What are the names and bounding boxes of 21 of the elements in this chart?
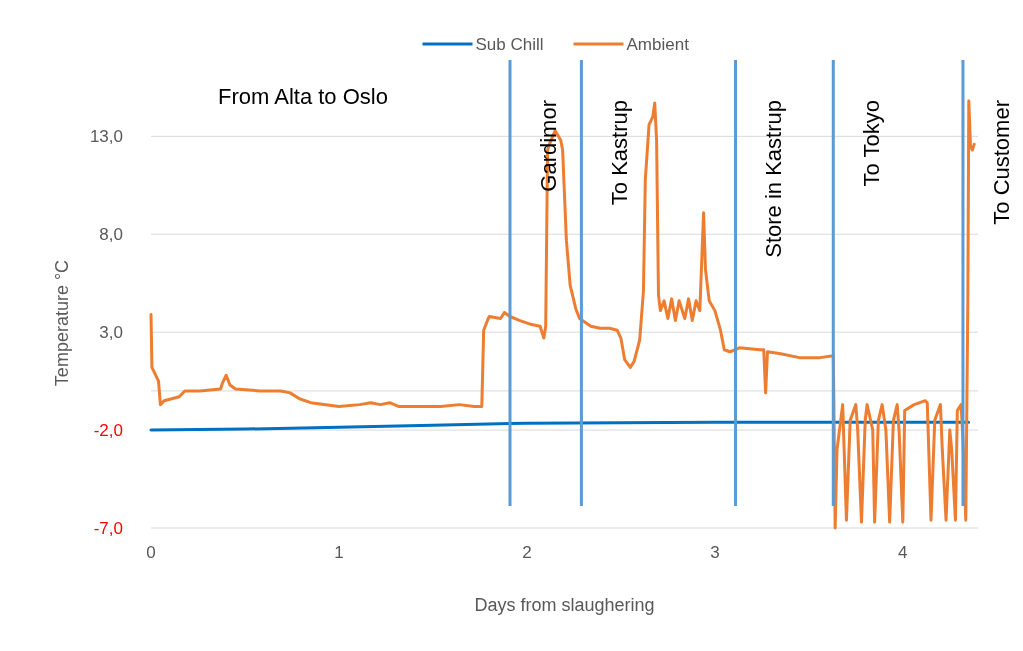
annotation: From Alta to Oslo [218, 84, 388, 109]
y-tick-label: 8,0 [99, 225, 123, 245]
y-tick-label: -2,0 [93, 421, 123, 441]
y-tick-label: 3,0 [99, 323, 123, 343]
x-tick-label: 4 [898, 543, 908, 562]
annotation: Store in Kastrup [761, 100, 787, 258]
x-tick-label: 1 [334, 543, 344, 562]
x-tick-label: 3 [710, 543, 720, 562]
annotation: Gardimor [535, 100, 561, 192]
legend-label: Ambient [626, 34, 690, 54]
annotation: To Kastrup [607, 100, 633, 206]
y-tick-label: -7,0 [93, 518, 123, 538]
x-tick-label: 2 [522, 543, 532, 562]
y-axis-title: Temperature °C [52, 259, 72, 387]
legend-label: Sub Chill [475, 34, 544, 54]
line-series [149, 420, 971, 432]
text: To Customer [988, 100, 1014, 225]
x-tick-label: 0 [146, 543, 156, 562]
y-tick-label: 13,0 [89, 127, 123, 147]
annotation: To Tokyo [858, 100, 884, 187]
x-axis-title: Days from slaughering [474, 595, 655, 615]
